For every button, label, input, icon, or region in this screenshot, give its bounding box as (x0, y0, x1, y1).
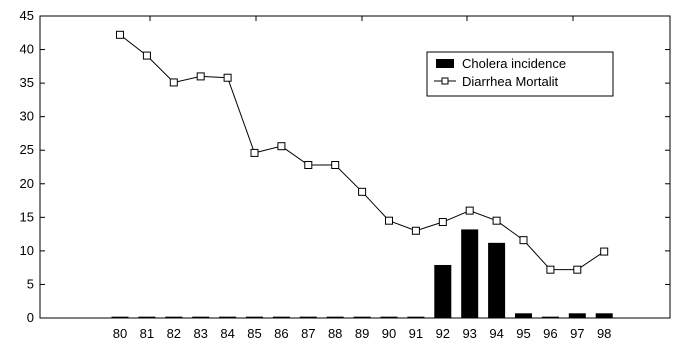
x-tick-label: 93 (462, 326, 476, 341)
line-point (331, 160, 340, 169)
line-point (492, 216, 501, 225)
line-point (116, 30, 124, 39)
line-point (142, 51, 151, 60)
bar (246, 316, 263, 318)
bar-series-cholera (111, 229, 613, 318)
x-tick-label: 85 (247, 326, 261, 341)
line-point (546, 265, 555, 274)
x-tick-label: 98 (597, 326, 611, 341)
x-tick-label: 90 (382, 326, 396, 341)
y-tick-label: 35 (20, 75, 34, 90)
y-tick-label: 10 (20, 243, 34, 258)
line-point (169, 78, 178, 87)
legend-label-diarrhea: Diarrhea Mortalit (462, 74, 558, 89)
bar (515, 313, 532, 318)
bar (138, 316, 156, 318)
y-tick-label: 25 (20, 142, 34, 157)
bar (111, 316, 129, 318)
legend-box (426, 51, 614, 97)
y-tick-label: 0 (27, 310, 34, 325)
bar (192, 316, 210, 318)
line-point (465, 206, 474, 215)
bar (568, 313, 586, 318)
x-tick-label: 87 (301, 326, 315, 341)
bar (488, 242, 506, 318)
x-tick-label: 86 (274, 326, 288, 341)
x-tick-label: 95 (516, 326, 530, 341)
bar (407, 316, 425, 318)
x-tick-label: 94 (489, 326, 503, 341)
line-series-diarrhea (116, 30, 609, 274)
y-tick-label: 5 (27, 276, 34, 291)
line-point (573, 265, 582, 274)
x-tick-label: 83 (193, 326, 207, 341)
line-point (519, 236, 528, 245)
x-tick-label: 92 (436, 326, 450, 341)
x-tick-label: 84 (220, 326, 234, 341)
line-point (277, 142, 286, 151)
bar (434, 264, 452, 318)
x-tick-label: 80 (113, 326, 127, 341)
line-point (196, 72, 205, 81)
x-tick-label: 97 (570, 326, 584, 341)
bar (595, 313, 613, 318)
line-point (438, 218, 447, 227)
legend-label-cholera: Cholera incidence (462, 56, 566, 71)
bar (461, 229, 479, 318)
y-tick-label: 45 (20, 8, 34, 23)
legend: Cholera incidence Diarrhea Mortalit (426, 51, 614, 97)
y-tick-label: 15 (20, 209, 34, 224)
legend-marker-diarrhea (441, 77, 449, 85)
legend-swatch-cholera (436, 59, 454, 68)
y-tick-label: 40 (20, 42, 34, 57)
x-tick-label: 91 (409, 326, 423, 341)
x-tick-label: 88 (328, 326, 342, 341)
bar (541, 316, 559, 318)
bar (299, 316, 317, 318)
line-point (411, 226, 420, 235)
y-tick-label: 30 (20, 109, 34, 124)
line-point (358, 187, 367, 196)
x-tick-label: 81 (140, 326, 154, 341)
y-axis: 0 5 10 15 20 25 30 35 40 45 (20, 8, 670, 325)
line-point (223, 73, 232, 82)
x-tick-label: 82 (167, 326, 181, 341)
bar (380, 316, 398, 318)
line-point (250, 148, 259, 157)
bar (272, 316, 290, 318)
line-point (600, 247, 609, 256)
bar (219, 316, 237, 318)
y-tick-label: 20 (20, 176, 34, 191)
bar (353, 316, 371, 318)
line-point (304, 160, 313, 169)
x-tick-label: 96 (543, 326, 557, 341)
x-axis: 80 81 82 83 84 85 86 87 88 89 90 91 92 93 94 95 96 97 98 (113, 326, 612, 341)
bar (165, 316, 183, 318)
x-tick-label: 89 (355, 326, 369, 341)
bar (326, 316, 344, 318)
line-point (385, 216, 393, 225)
